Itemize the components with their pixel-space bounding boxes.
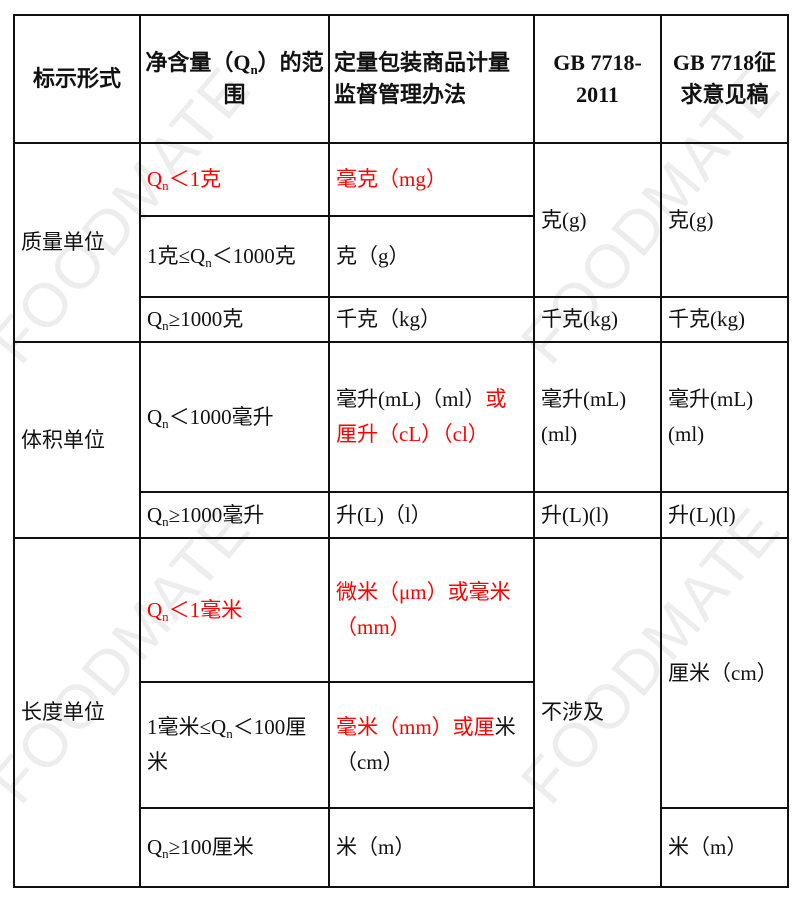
measure-cell: 克（g） xyxy=(328,215,535,298)
table-row: Qn≥1000毫升 升(L)（l） 升(L)(l) 升(L)(l) xyxy=(14,491,789,539)
draft-cell: 千克(kg) xyxy=(660,296,789,343)
header-gb7718-2011: GB 7718-2011 xyxy=(533,14,662,144)
table-row: Qn≥100厘米 米（m） 米（m） xyxy=(14,807,789,888)
measure-cell: 微米（μm）或毫米（mm） xyxy=(328,537,535,683)
draft-cell: 毫升(mL)(ml) xyxy=(660,341,789,493)
table-row: 1克≤Qn＜1000克 克（g） xyxy=(14,215,788,298)
header-format: 标示形式 xyxy=(13,14,141,144)
table-row: 长度单位 Qn＜1毫米 微米（μm）或毫米（mm） 不涉及 厘米（cm） xyxy=(13,537,789,888)
gb-cell: 毫升(mL)(ml) xyxy=(533,341,662,493)
table-row: 质量单位 Qn＜1克 毫克（mg） 克(g) 克(g) xyxy=(13,142,789,343)
measure-cell: 千克（kg） xyxy=(328,296,535,343)
range-cell: 1毫米≤Qn＜100厘米 xyxy=(139,681,330,809)
measure-cell: 毫米（mm）或厘米（cm） xyxy=(328,681,535,809)
gb-cell: 千克(kg) xyxy=(533,296,662,343)
mass-label: 质量单位 xyxy=(13,142,141,343)
draft-cell: 升(L)(l) xyxy=(660,491,789,539)
gb-cell: 克(g) xyxy=(533,142,662,298)
measure-cell: 升(L)（l） xyxy=(328,491,535,539)
measure-cell: 毫升(mL)（ml）或厘升（cL）（cl） xyxy=(328,341,535,493)
measure-cell: 毫克（mg） xyxy=(328,142,535,217)
range-cell: Qn≥100厘米 xyxy=(139,807,330,888)
range-cell: Qn≥1000克 xyxy=(139,296,330,343)
range-cell: Qn＜1毫米 xyxy=(139,537,330,683)
range-cell: 1克≤Qn＜1000克 xyxy=(139,215,330,298)
draft-cell: 米（m） xyxy=(660,807,789,888)
measure-cell: 米（m） xyxy=(328,807,535,888)
header-gb7718-draft: GB 7718征求意见稿 xyxy=(660,14,789,144)
draft-cell: 克(g) xyxy=(660,142,789,298)
volume-label: 体积单位 xyxy=(13,341,141,539)
unit-comparison-table: 标示形式 净含量（Qn）的范围 定量包装商品计量监督管理办法 GB 7718-2… xyxy=(13,14,789,888)
table-row: 1毫米≤Qn＜100厘米 毫米（mm）或厘米（cm） xyxy=(14,681,788,809)
range-cell: Qn≥1000毫升 xyxy=(139,491,330,539)
range-cell: Qn＜1000毫升 xyxy=(139,341,330,493)
table-row: Qn≥1000克 千克（kg） 千克(kg) 千克(kg) xyxy=(14,296,789,343)
header-regulation: 定量包装商品计量监督管理办法 xyxy=(328,14,535,144)
header-row: 标示形式 净含量（Qn）的范围 定量包装商品计量监督管理办法 GB 7718-2… xyxy=(13,14,789,144)
gb-cell: 不涉及 xyxy=(533,537,662,888)
length-label: 长度单位 xyxy=(13,537,141,888)
table-row: 体积单位 Qn＜1000毫升 毫升(mL)（ml）或厘升（cL）（cl） 毫升(… xyxy=(13,341,789,539)
draft-cell: 厘米（cm） xyxy=(660,537,789,809)
gb-cell: 升(L)(l) xyxy=(533,491,662,539)
header-range: 净含量（Qn）的范围 xyxy=(139,14,330,144)
range-cell: Qn＜1克 xyxy=(139,142,330,217)
